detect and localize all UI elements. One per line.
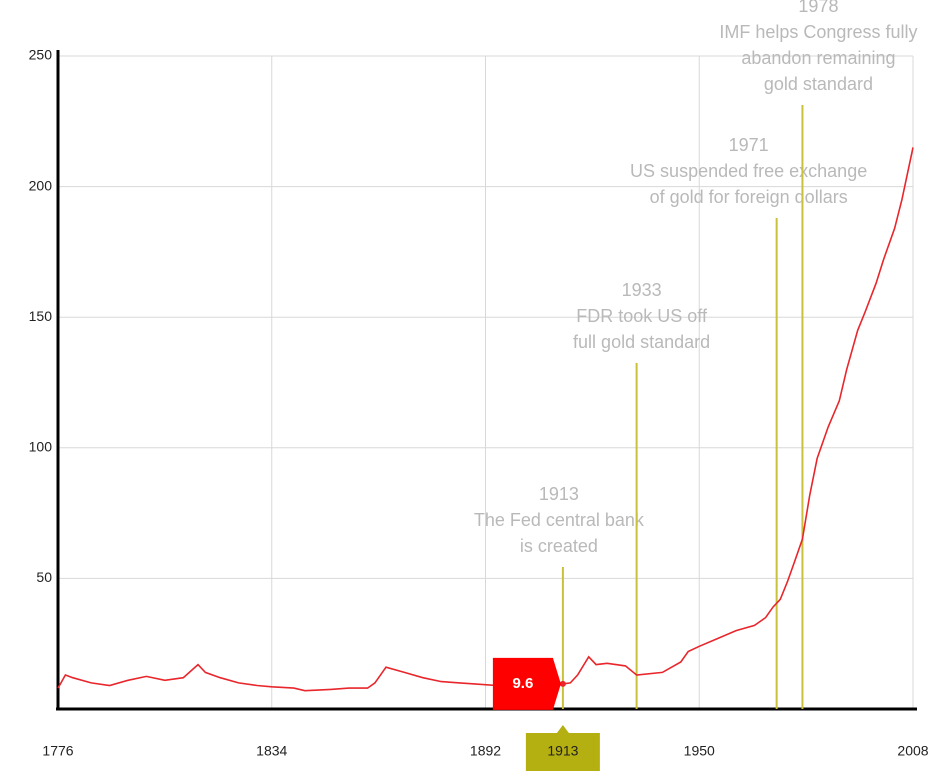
annotation-text: US suspended free exchange [630, 161, 867, 181]
annotation-text: of gold for foreign dollars [650, 187, 848, 207]
y-tick-label: 250 [29, 47, 53, 63]
annotation-text: 1971 [729, 135, 769, 155]
annotation-text: gold standard [764, 74, 873, 94]
x-tick-label: 1834 [256, 743, 287, 759]
hover-point [559, 680, 566, 687]
y-tick-label: 100 [29, 439, 53, 455]
annotation-text: The Fed central bank [474, 510, 645, 530]
annotation-text: is created [520, 536, 598, 556]
value-tag-text: 9.6 [512, 675, 533, 692]
annotation-text: abandon remaining [741, 48, 895, 68]
x-tick-label: 1776 [42, 743, 73, 759]
annotation-text: 1913 [539, 484, 579, 504]
x-tick-label: 1950 [684, 743, 715, 759]
value-tag [492, 657, 561, 710]
annotation-text: IMF helps Congress fully [719, 22, 917, 42]
annotation-text: full gold standard [573, 332, 710, 352]
x-tick-label: 2008 [897, 743, 928, 759]
x-hover-label: 1913 [547, 743, 578, 759]
y-tick-label: 150 [29, 308, 53, 324]
line [57, 147, 914, 692]
y-tick-label: 200 [29, 177, 53, 193]
annotation-text: 1978 [798, 0, 838, 16]
annotation-text: 1933 [622, 280, 662, 300]
annotation-text: FDR took US off [576, 306, 708, 326]
x-hover-box [525, 725, 600, 771]
x-tick-label: 1892 [470, 743, 501, 759]
y-tick-label: 50 [36, 569, 52, 585]
